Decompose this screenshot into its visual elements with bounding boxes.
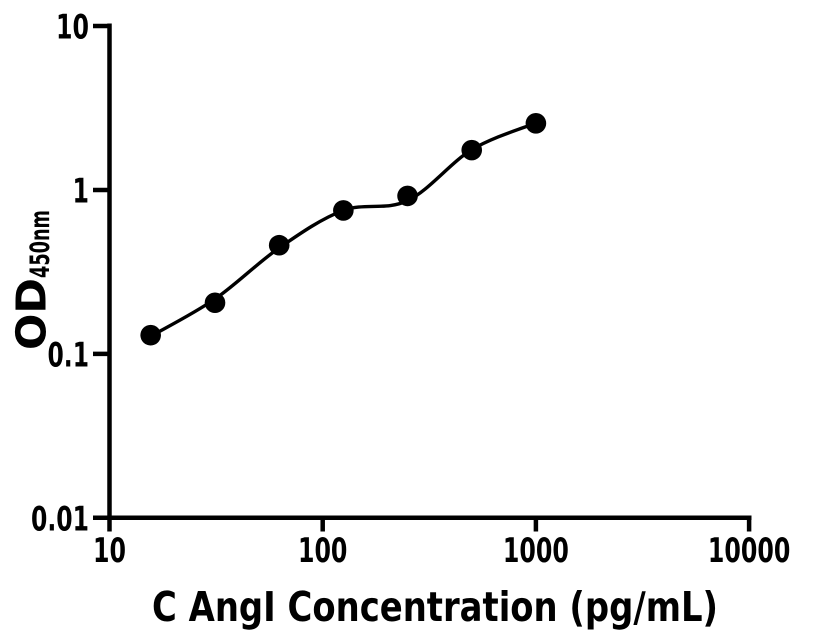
x-tick-label: 1000 <box>503 531 569 571</box>
data-point <box>140 324 161 346</box>
data-point <box>268 234 290 256</box>
y-axis-title-main: OD <box>8 278 56 350</box>
y-tick-label: 0.01 <box>31 499 89 539</box>
y-tick-label: 0.1 <box>48 335 90 375</box>
y-axis-ticks: 0.01 0.1 1 10 <box>31 8 110 539</box>
y-tick-label: 1 <box>73 171 90 211</box>
data-point <box>397 185 418 207</box>
y-tick-label: 10 <box>56 8 89 48</box>
x-axis-ticks: 10 100 1000 10000 <box>93 517 791 571</box>
y-axis-title: OD450nm <box>8 210 57 350</box>
data-point <box>525 113 547 134</box>
x-tick-label: 100 <box>298 531 348 571</box>
data-point <box>461 139 483 161</box>
x-tick-label: 10 <box>93 531 126 571</box>
x-tick-label: 10000 <box>708 531 791 571</box>
data-point <box>204 292 226 314</box>
data-point <box>333 200 354 221</box>
axes <box>107 23 752 520</box>
data-points-group <box>140 113 547 346</box>
y-axis-title-subscript: 450nm <box>25 210 56 278</box>
x-axis-title: C AngI Concentration (pg/mL) <box>152 583 718 631</box>
